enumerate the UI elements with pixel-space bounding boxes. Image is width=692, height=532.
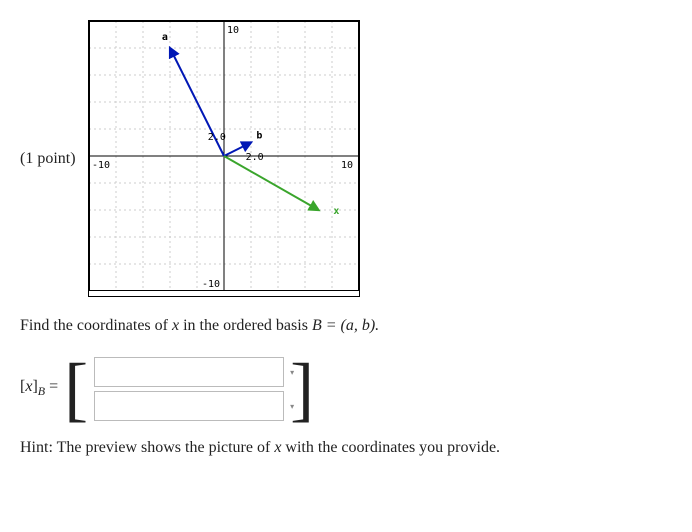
answer-label: [x]B = bbox=[20, 378, 58, 399]
left-bracket: [ bbox=[64, 353, 88, 425]
right-bracket: ] bbox=[290, 353, 314, 425]
svg-text:2.0: 2.0 bbox=[207, 132, 225, 143]
svg-text:10: 10 bbox=[341, 160, 353, 171]
points-label: (1 point) bbox=[20, 150, 76, 168]
svg-text:a: a bbox=[161, 32, 167, 43]
svg-text:-10: -10 bbox=[92, 160, 110, 171]
svg-text:b: b bbox=[256, 130, 262, 141]
svg-text:x: x bbox=[333, 206, 339, 217]
svg-text:-10: -10 bbox=[202, 279, 220, 290]
svg-text:2.0: 2.0 bbox=[245, 152, 263, 163]
vector-chart: a b x 2.0 2.0 10 -10 -10 10 bbox=[88, 20, 360, 297]
coord2-input[interactable] bbox=[103, 397, 288, 415]
svg-text:10: 10 bbox=[227, 25, 239, 36]
coord1-cell[interactable]: ▾ bbox=[94, 357, 284, 387]
hint-text: Hint: The preview shows the picture of x… bbox=[20, 439, 672, 457]
question-text: Find the coordinates of x in the ordered… bbox=[20, 317, 672, 335]
coord1-input[interactable] bbox=[103, 363, 288, 381]
coord2-cell[interactable]: ▾ bbox=[94, 391, 284, 421]
